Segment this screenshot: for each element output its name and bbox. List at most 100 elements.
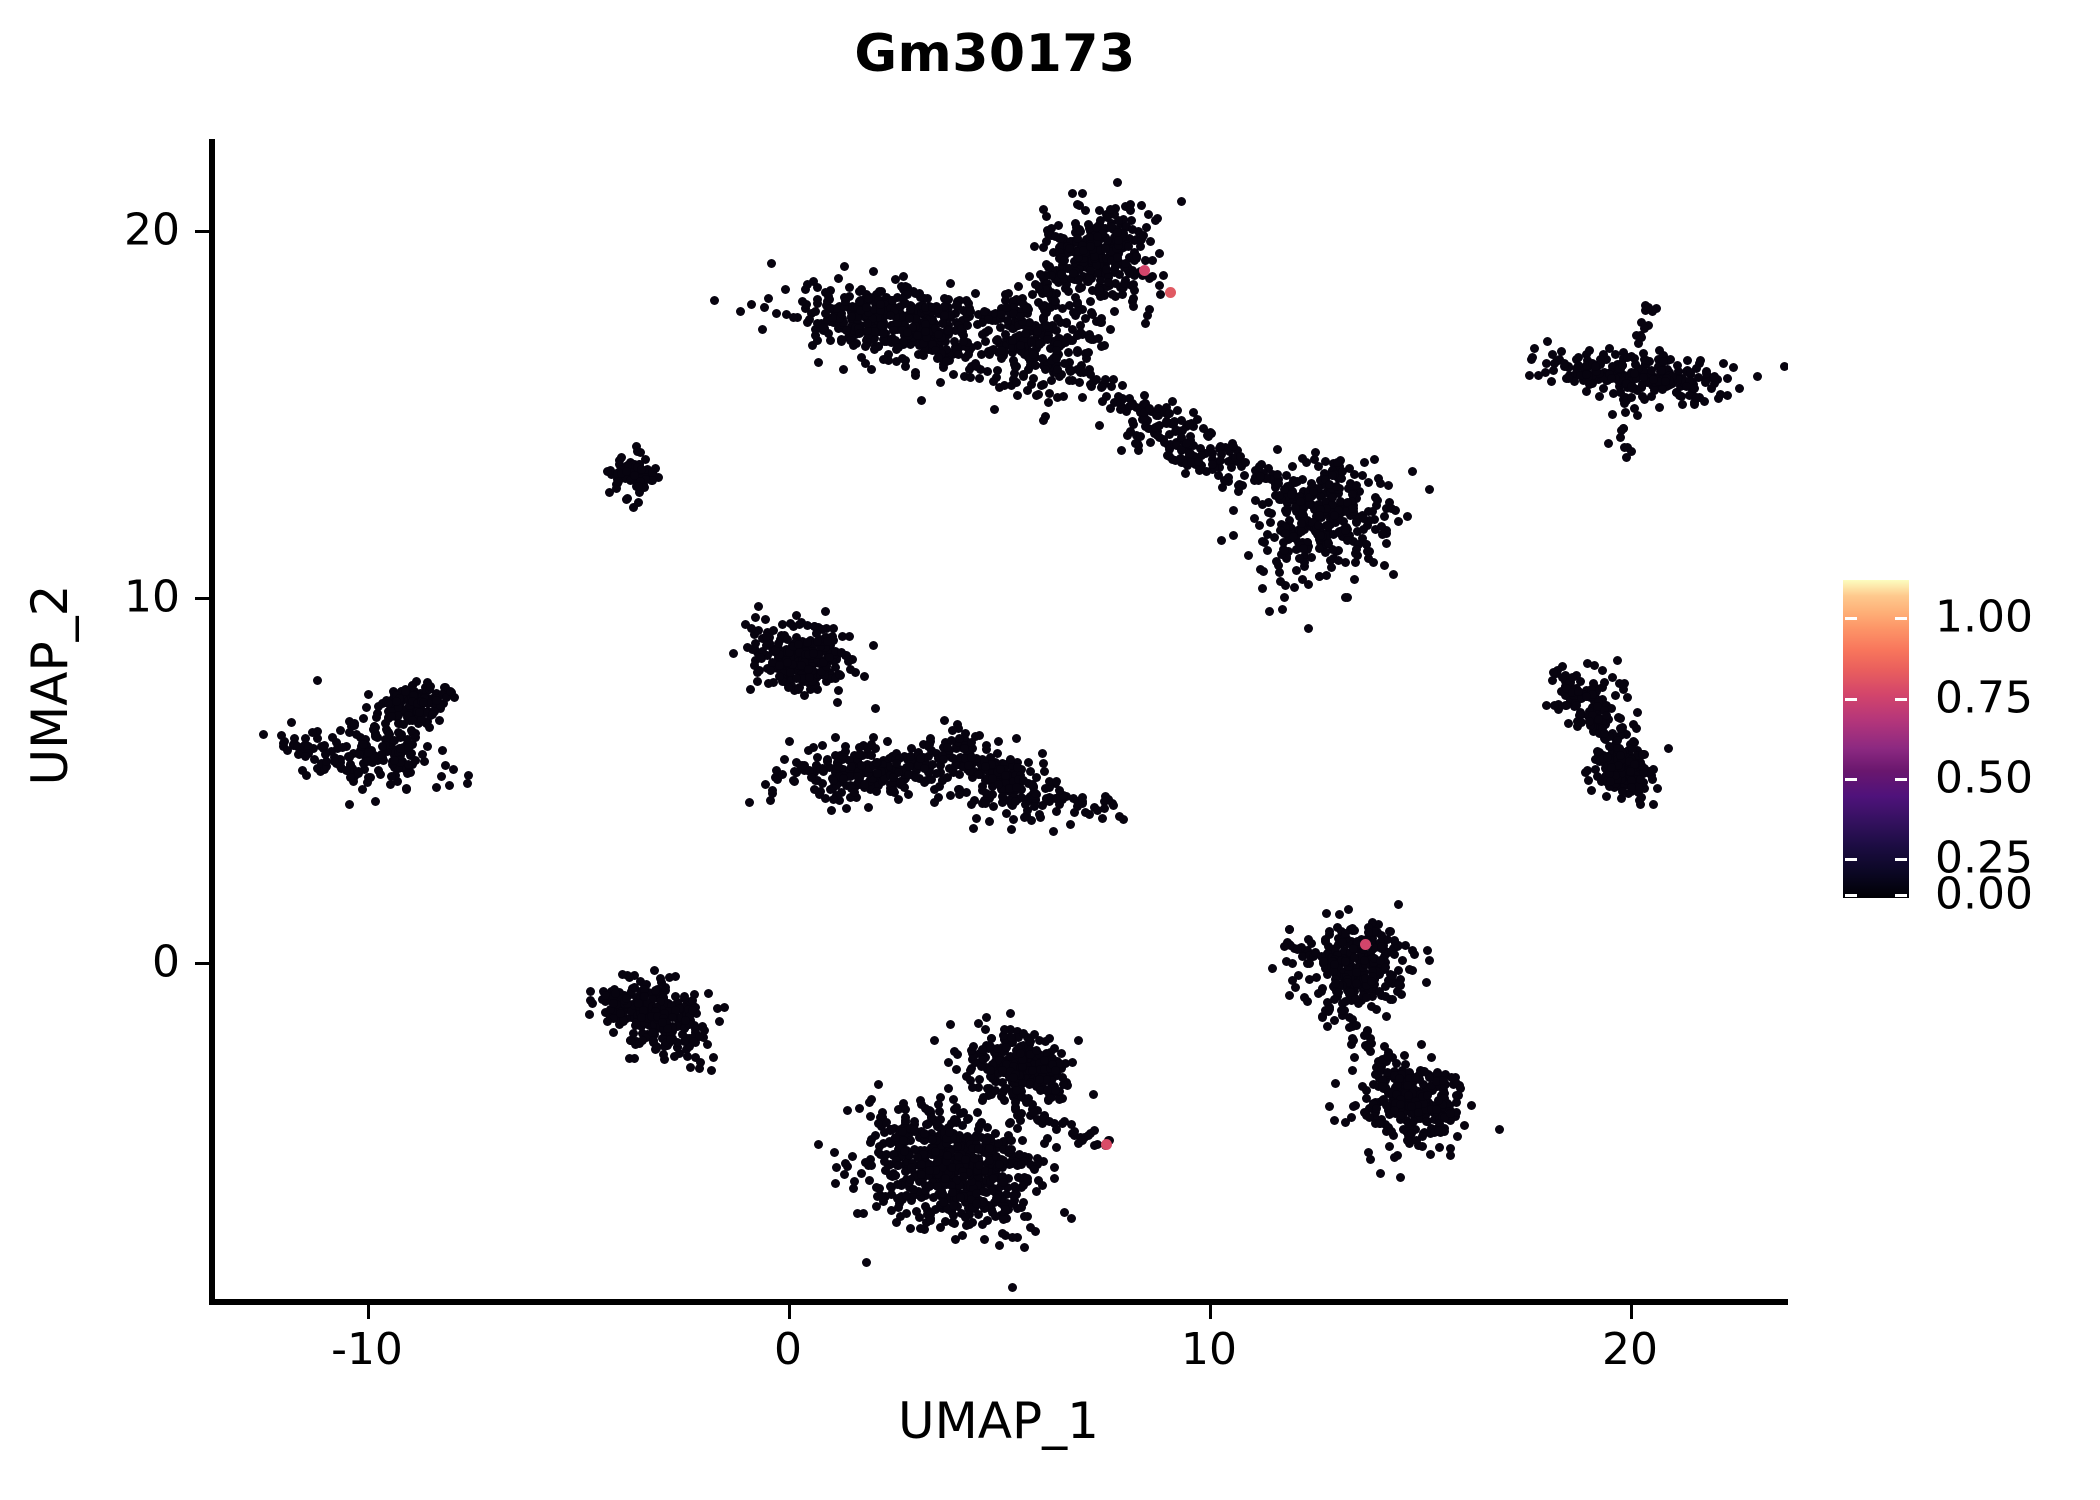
scatter-point [1282,552,1292,562]
scatter-point [761,779,771,789]
scatter-point [993,366,1003,376]
scatter-point [1304,488,1314,498]
scatter-point [1313,462,1323,472]
scatter-point [927,759,937,769]
scatter-point [760,302,770,312]
scatter-point [1632,374,1642,384]
scatter-point [1044,330,1054,340]
scatter-point [1010,1181,1020,1191]
scatter-point [799,690,809,700]
scatter-point [1213,471,1223,481]
scatter-point [971,813,981,823]
scatter-point [936,337,946,347]
scatter-point [778,619,788,629]
scatter-point [1116,399,1126,409]
scatter-point [653,473,663,483]
scatter-point [883,349,893,359]
scatter-point [375,770,385,780]
scatter-point [989,376,999,386]
scatter-point [1067,1057,1077,1067]
scatter-point [750,655,760,665]
scatter-point [1176,445,1186,455]
scatter-point [1087,310,1097,320]
scatter-point [1591,361,1601,371]
scatter-point [1013,390,1023,400]
scatter-point [1185,419,1195,429]
scatter-point [407,680,417,690]
scatter-point [793,684,803,694]
scatter-point [840,1169,850,1179]
scatter-point [1097,318,1106,328]
scatter-point [1096,253,1106,263]
scatter-point [1333,556,1343,566]
scatter-point [1153,431,1163,441]
scatter-point [1092,238,1102,248]
scatter-point [374,701,384,711]
scatter-point [988,802,998,812]
scatter-point [1177,196,1187,206]
scatter-point [1295,554,1305,564]
scatter-point [1296,518,1306,528]
scatter-point [948,726,958,736]
scatter-point [1217,483,1227,493]
plot-area [215,139,1788,1299]
scatter-point [783,658,793,668]
scatter-point [1007,335,1017,345]
scatter-point [1084,365,1094,375]
scatter-point [803,620,813,630]
scatter-point [1349,943,1358,953]
scatter-point [991,316,1001,326]
scatter-point [958,316,968,326]
scatter-point [437,772,447,782]
scatter-point [630,1054,640,1064]
scatter-point [745,798,755,808]
scatter-point [765,666,775,676]
scatter-point [888,786,898,796]
scatter-point [1337,474,1347,484]
scatter-point [1097,397,1107,407]
scatter-point [1382,503,1392,513]
scatter-point [1214,462,1224,472]
scatter-point [1598,384,1608,394]
scatter-point [857,284,867,294]
scatter-point [1062,317,1072,327]
scatter-point [967,343,977,353]
scatter-point [1125,426,1135,436]
scatter-point [797,617,807,627]
scatter-point [1328,492,1338,502]
scatter-point [1103,235,1113,245]
scatter-point [1753,372,1763,382]
scatter-point [1052,354,1062,364]
scatter-point [966,306,976,316]
scatter-point [848,1152,858,1162]
scatter-point [1647,366,1657,376]
scatter-point [1610,349,1620,359]
scatter-point [1095,420,1105,430]
scatter-point [1055,334,1065,344]
scatter-point [1150,216,1160,226]
scatter-point [824,647,834,657]
scatter-point [1131,252,1141,262]
scatter-point [1017,1203,1027,1213]
scatter-point [1382,526,1392,536]
scatter-point [760,615,770,625]
scatter-point [1343,905,1353,915]
scatter-point [1290,478,1300,488]
scatter-point [828,635,838,645]
scatter-point [1051,345,1061,355]
scatter-point [869,641,879,651]
scatter-point [831,733,841,743]
scatter-point [1677,399,1687,409]
scatter-point [813,282,823,292]
scatter-point [1394,965,1404,975]
scatter-point [1660,376,1670,386]
scatter-point [1349,575,1359,585]
scatter-point [1251,495,1261,505]
scatter-point [1137,235,1147,245]
scatter-point [789,313,799,323]
scatter-point [780,284,790,294]
scatter-point [1037,749,1047,759]
scatter-point [1197,451,1207,461]
scatter-point [1601,792,1611,802]
scatter-point [902,290,912,300]
